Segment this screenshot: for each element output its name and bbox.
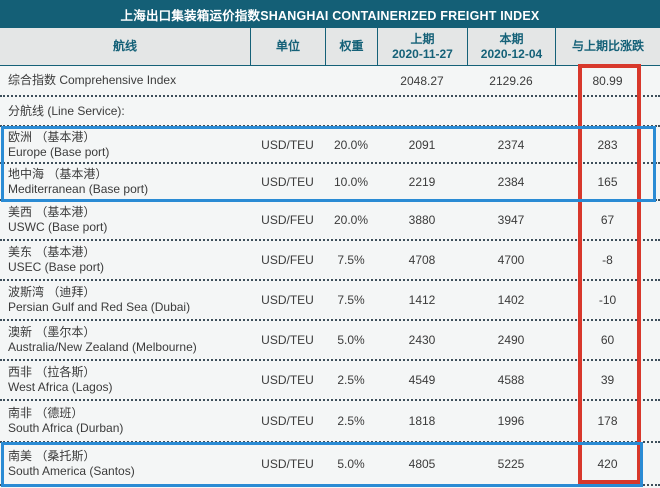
route-name-en: Australia/New Zealand (Melbourne)	[8, 340, 197, 354]
previous-date: 2020-11-27	[392, 46, 453, 61]
col-header-unit: 单位	[250, 28, 325, 65]
route-name-cn: 澳新 （墨尔本）	[8, 325, 96, 339]
route-name-en: Mediterranean (Base port)	[8, 181, 149, 196]
table-row-usec: 美东 （基本港） USEC (Base port) USD/FEU 7.5% 4…	[0, 241, 660, 281]
route-name-cn: 美东 （基本港）	[8, 245, 96, 259]
unit-cell: USD/TEU	[261, 414, 314, 428]
route-name-cn: 美西 （基本港）	[8, 205, 96, 219]
route-name-en: Europe (Base port)	[8, 144, 110, 159]
previous-cell: 4708	[408, 253, 436, 267]
unit-cell: USD/TEU	[261, 456, 314, 471]
unit-cell: USD/TEU	[261, 373, 314, 387]
current-cell: 2384	[497, 174, 525, 189]
previous-cell: 2048.27	[400, 73, 444, 88]
change-cell: 67	[600, 213, 615, 227]
previous-cell: 2091	[408, 137, 436, 152]
weight-cell: 2.5%	[337, 373, 365, 387]
weight-cell: 5.0%	[337, 456, 365, 471]
current-cell: 4700	[497, 253, 525, 267]
unit-cell: USD/FEU	[261, 253, 314, 267]
row-label: 综合指数 Comprehensive Index	[8, 73, 177, 87]
table-row-line-service: 分航线 (Line Service):	[0, 97, 660, 127]
route-name-cn: 波斯湾 （迪拜）	[8, 285, 96, 299]
table-body: 综合指数 Comprehensive Index 2048.27 2129.26…	[0, 66, 660, 486]
table-row-europe: 欧洲 （基本港） Europe (Base port) USD/TEU 20.0…	[0, 127, 660, 164]
previous-label: 上期	[410, 31, 435, 46]
weight-cell: 7.5%	[337, 293, 365, 307]
previous-cell: 2430	[408, 333, 436, 347]
previous-cell: 2219	[408, 174, 436, 189]
table-row-south-america: 南美 （桑托斯） South America (Santos) USD/TEU …	[0, 443, 660, 486]
route-name-cn: 南非 （德班）	[8, 406, 84, 420]
col-header-change: 与上期比涨跌	[555, 28, 660, 65]
route-name-en: USWC (Base port)	[8, 220, 108, 234]
change-cell: 178	[597, 414, 618, 428]
unit-cell: USD/TEU	[261, 333, 314, 347]
route-name-en: South America (Santos)	[8, 463, 135, 478]
current-cell: 1402	[497, 293, 525, 307]
route-name-cn: 南美 （桑托斯）	[8, 448, 96, 463]
weight-cell: 10.0%	[333, 174, 369, 189]
current-label: 本期	[499, 31, 524, 46]
change-cell: -10	[598, 293, 617, 307]
weight-cell: 5.0%	[337, 333, 365, 347]
current-date: 2020-12-04	[480, 46, 543, 61]
change-cell: 60	[600, 333, 615, 347]
previous-cell: 1412	[408, 293, 436, 307]
table-row-australia-nz: 澳新 （墨尔本） Australia/New Zealand (Melbourn…	[0, 321, 660, 361]
change-cell: 80.99	[592, 73, 623, 88]
col-header-weight: 权重	[325, 28, 377, 65]
change-cell: 39	[600, 373, 615, 387]
table-row-south-africa: 南非 （德班） South Africa (Durban) USD/TEU 2.…	[0, 401, 660, 443]
col-header-route: 航线	[112, 39, 137, 53]
weight-cell: 20.0%	[333, 213, 369, 227]
col-header-previous: 上期 2020-11-27	[377, 28, 467, 65]
table-row-west-africa: 西非 （拉各斯） West Africa (Lagos) USD/TEU 2.5…	[0, 361, 660, 401]
change-cell: -8	[602, 253, 613, 267]
weight-cell: 2.5%	[337, 414, 365, 428]
route-name-en: South Africa (Durban)	[8, 421, 124, 435]
current-cell: 2374	[497, 137, 525, 152]
route-name-cn: 地中海 （基本港）	[8, 166, 108, 181]
current-cell: 1996	[497, 414, 525, 428]
change-cell: 420	[597, 456, 618, 471]
previous-cell: 1818	[408, 414, 436, 428]
current-cell: 3947	[497, 213, 525, 227]
unit-cell: USD/TEU	[261, 174, 314, 189]
change-cell: 165	[597, 174, 618, 189]
current-cell: 5225	[497, 456, 525, 471]
route-name-cn: 西非 （拉各斯）	[8, 365, 96, 379]
table-row-mediterranean: 地中海 （基本港） Mediterranean (Base port) USD/…	[0, 164, 660, 201]
page-title: 上海出口集装箱运价指数SHANGHAI CONTAINERIZED FREIGH…	[0, 0, 660, 28]
route-name-en: USEC (Base port)	[8, 260, 105, 274]
table-header: 航线 单位 权重 上期 2020-11-27 本期 2020-12-04 与上期…	[0, 28, 660, 66]
route-name-cn: 欧洲 （基本港）	[8, 129, 96, 144]
row-label: 分航线 (Line Service):	[8, 103, 125, 118]
table-row-persian-gulf: 波斯湾 （迪拜） Persian Gulf and Red Sea (Dubai…	[0, 281, 660, 321]
weight-cell: 20.0%	[333, 137, 369, 152]
current-cell: 2129.26	[489, 73, 533, 88]
previous-cell: 3880	[408, 213, 436, 227]
unit-cell: USD/TEU	[261, 137, 314, 152]
previous-cell: 4549	[408, 373, 436, 387]
route-name-en: Persian Gulf and Red Sea (Dubai)	[8, 300, 191, 314]
table-row-comprehensive-index: 综合指数 Comprehensive Index 2048.27 2129.26…	[0, 66, 660, 97]
change-cell: 283	[597, 137, 618, 152]
current-cell: 4588	[497, 373, 525, 387]
weight-cell: 7.5%	[337, 253, 365, 267]
unit-cell: USD/TEU	[261, 293, 314, 307]
col-header-current: 本期 2020-12-04	[467, 28, 555, 65]
table-row-uswc: 美西 （基本港） USWC (Base port) USD/FEU 20.0% …	[0, 201, 660, 241]
previous-cell: 4805	[408, 456, 436, 471]
current-cell: 2490	[497, 333, 525, 347]
route-name-en: West Africa (Lagos)	[8, 380, 113, 394]
unit-cell: USD/FEU	[261, 213, 314, 227]
